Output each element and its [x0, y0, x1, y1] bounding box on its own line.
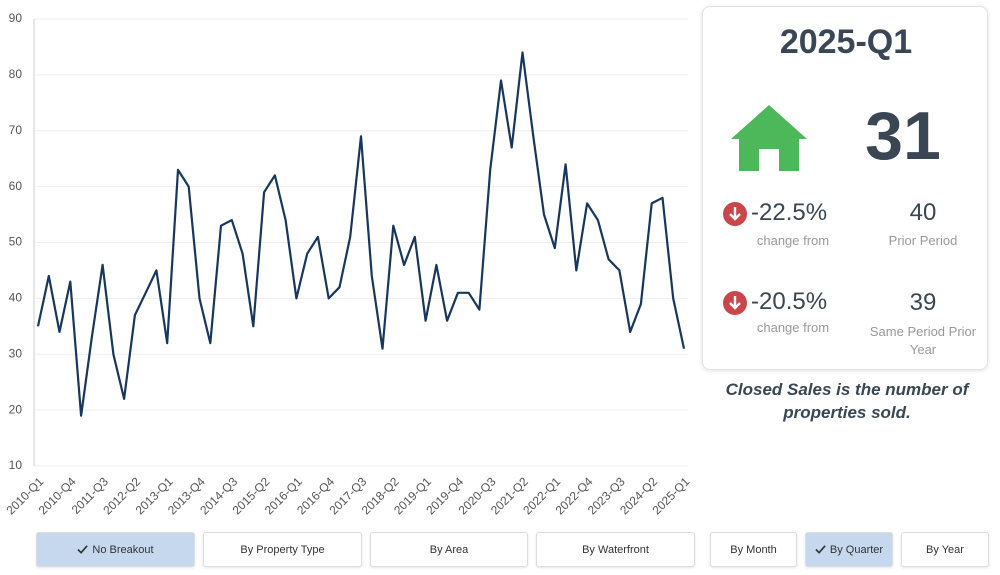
compare-value: 40 [909, 199, 937, 226]
check-icon [815, 545, 826, 554]
change-caption: change from [756, 233, 830, 248]
y-tick-label: 70 [9, 123, 23, 137]
button-label: No Breakout [92, 543, 154, 556]
button-label: By Area [429, 543, 469, 556]
chart: 1020304050607080902010-Q12010-Q42011-Q32… [3, 11, 692, 517]
change: -22.5% [751, 199, 828, 226]
button[interactable]: By Year [901, 532, 989, 567]
y-tick-label: 50 [9, 235, 23, 249]
button[interactable]: By Quarter [805, 532, 893, 567]
y-tick-label: 20 [9, 402, 23, 416]
button-label: By Property Type [240, 543, 325, 556]
button-label: By Year [926, 543, 964, 556]
y-tick-label: 90 [9, 11, 23, 25]
value: 31 [865, 98, 941, 174]
y-tick-label: 60 [9, 179, 23, 193]
note: Closed Sales is the number of properties… [725, 380, 969, 422]
compare-value: 39 [909, 289, 937, 316]
compare-label: Prior Period [888, 233, 958, 248]
change-caption: change from [756, 320, 830, 335]
button[interactable]: By Month [710, 532, 797, 567]
summary-card: 2025-Q1 31 -22.5% change from 40 Prior P… [702, 6, 988, 370]
down-icon [723, 202, 747, 226]
change: -20.5% [751, 288, 828, 315]
compare-label: Same Period Prior Year [869, 324, 977, 357]
line [36, 51, 686, 417]
button[interactable]: No Breakout [36, 532, 195, 567]
y-tick-label: 80 [9, 67, 23, 81]
y-tick-label: 40 [9, 291, 23, 305]
button-label: By Month [730, 543, 777, 556]
button[interactable]: By Waterfront [536, 532, 695, 567]
button[interactable]: By Property Type [203, 532, 362, 567]
check-icon [77, 545, 89, 554]
period: 2025-Q1 [779, 23, 913, 61]
button[interactable]: By Area [370, 532, 528, 567]
down-icon [723, 291, 747, 315]
button-label: By Quarter [829, 543, 884, 556]
y-tick-label: 30 [9, 346, 23, 360]
house-icon [731, 105, 807, 171]
y-tick-label: 10 [9, 458, 23, 472]
button-label: By Waterfront [582, 543, 649, 556]
